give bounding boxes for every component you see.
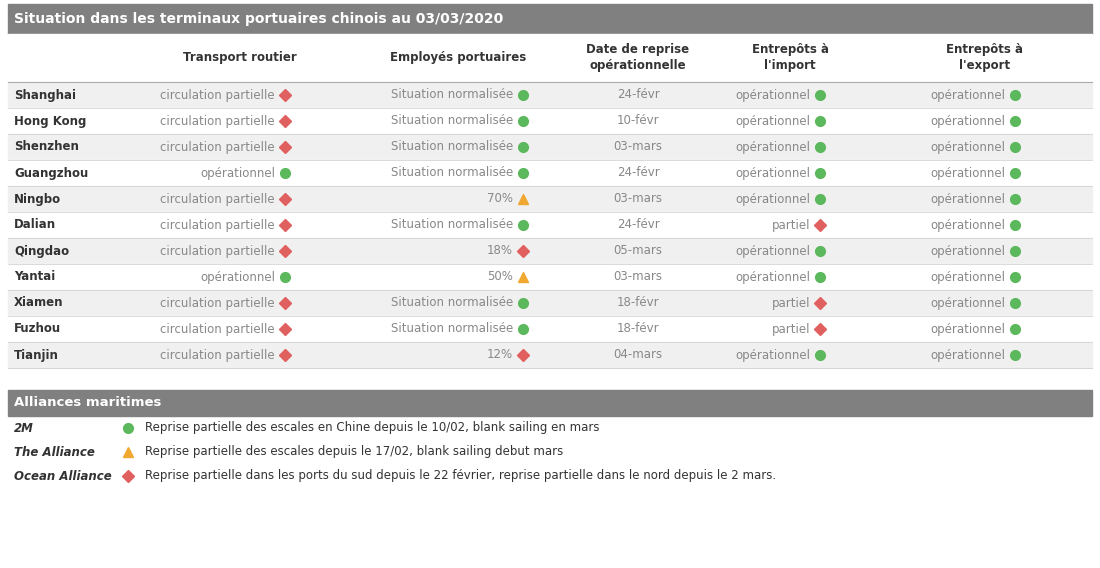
Text: 70%: 70% <box>487 193 513 206</box>
Text: opérationnel: opérationnel <box>930 296 1005 310</box>
Text: opérationnel: opérationnel <box>735 193 810 206</box>
Bar <box>8 264 1092 290</box>
Text: Alliances maritimes: Alliances maritimes <box>14 396 162 410</box>
Bar <box>8 160 1092 186</box>
Bar <box>8 390 1092 416</box>
Text: Shenzhen: Shenzhen <box>14 140 79 153</box>
Text: 18-févr: 18-févr <box>617 296 659 310</box>
Bar <box>8 134 1092 160</box>
Text: 2M: 2M <box>14 421 34 435</box>
Text: Situation normalisée: Situation normalisée <box>390 89 513 102</box>
Bar <box>8 108 1092 134</box>
Bar <box>8 290 1092 316</box>
Text: Ningbo: Ningbo <box>14 193 62 206</box>
Text: circulation partielle: circulation partielle <box>161 193 275 206</box>
Text: opérationnel: opérationnel <box>930 115 1005 127</box>
Text: Fuzhou: Fuzhou <box>14 323 62 336</box>
Text: Reprise partielle des escales en Chine depuis le 10/02, blank sailing en mars: Reprise partielle des escales en Chine d… <box>145 421 600 435</box>
Text: circulation partielle: circulation partielle <box>161 323 275 336</box>
Text: 24-févr: 24-févr <box>617 89 659 102</box>
Bar <box>8 342 1092 368</box>
Text: 03-mars: 03-mars <box>614 270 662 283</box>
Text: opérationnel: opérationnel <box>930 166 1005 179</box>
Text: opérationnel: opérationnel <box>930 244 1005 257</box>
Text: 18-févr: 18-févr <box>617 323 659 336</box>
Text: opérationnel: opérationnel <box>930 349 1005 361</box>
Bar <box>8 186 1092 212</box>
Bar <box>8 238 1092 264</box>
Text: circulation partielle: circulation partielle <box>161 140 275 153</box>
Text: Ocean Alliance: Ocean Alliance <box>14 470 112 482</box>
Text: opérationnel: opérationnel <box>735 115 810 127</box>
Text: opérationnel: opérationnel <box>735 244 810 257</box>
Text: 03-mars: 03-mars <box>614 193 662 206</box>
Text: partiel: partiel <box>771 219 810 232</box>
Text: Situation normalisée: Situation normalisée <box>390 115 513 127</box>
Text: circulation partielle: circulation partielle <box>161 219 275 232</box>
Text: Transport routier: Transport routier <box>183 52 297 65</box>
Text: The Alliance: The Alliance <box>14 445 95 458</box>
Bar <box>8 212 1092 238</box>
Text: 03-mars: 03-mars <box>614 140 662 153</box>
Text: Situation normalisée: Situation normalisée <box>390 166 513 179</box>
Text: Situation normalisée: Situation normalisée <box>390 140 513 153</box>
Text: 05-mars: 05-mars <box>614 244 662 257</box>
Text: Xiamen: Xiamen <box>14 296 64 310</box>
Text: Situation normalisée: Situation normalisée <box>390 296 513 310</box>
Text: Situation dans les terminaux portuaires chinois au 03/03/2020: Situation dans les terminaux portuaires … <box>14 12 504 26</box>
Text: Qingdao: Qingdao <box>14 244 69 257</box>
Text: Yantai: Yantai <box>14 270 55 283</box>
Text: opérationnel: opérationnel <box>930 140 1005 153</box>
Text: opérationnel: opérationnel <box>735 140 810 153</box>
Text: Shanghai: Shanghai <box>14 89 76 102</box>
Text: Situation normalisée: Situation normalisée <box>390 219 513 232</box>
Text: opérationnel: opérationnel <box>930 219 1005 232</box>
Text: partiel: partiel <box>771 323 810 336</box>
Text: opérationnel: opérationnel <box>200 270 275 283</box>
Text: opérationnel: opérationnel <box>200 166 275 179</box>
Text: Guangzhou: Guangzhou <box>14 166 88 179</box>
Text: circulation partielle: circulation partielle <box>161 244 275 257</box>
Text: 12%: 12% <box>487 349 513 361</box>
Text: Entrepôts à
l'import: Entrepôts à l'import <box>751 44 828 73</box>
Text: Date de reprise
opérationnelle: Date de reprise opérationnelle <box>586 44 690 73</box>
Text: Hong Kong: Hong Kong <box>14 115 87 127</box>
Text: 04-mars: 04-mars <box>614 349 662 361</box>
Text: Situation normalisée: Situation normalisée <box>390 323 513 336</box>
Text: opérationnel: opérationnel <box>930 193 1005 206</box>
Text: circulation partielle: circulation partielle <box>161 349 275 361</box>
Text: circulation partielle: circulation partielle <box>161 89 275 102</box>
Bar <box>8 34 1092 82</box>
Text: Reprise partielle des escales depuis le 17/02, blank sailing debut mars: Reprise partielle des escales depuis le … <box>145 445 563 458</box>
Bar <box>8 4 1092 34</box>
Bar <box>8 316 1092 342</box>
Text: opérationnel: opérationnel <box>735 349 810 361</box>
Text: Employés portuaires: Employés portuaires <box>389 52 526 65</box>
Text: 18%: 18% <box>487 244 513 257</box>
Text: opérationnel: opérationnel <box>735 270 810 283</box>
Text: opérationnel: opérationnel <box>735 166 810 179</box>
Text: 24-févr: 24-févr <box>617 166 659 179</box>
Text: opérationnel: opérationnel <box>930 323 1005 336</box>
Text: opérationnel: opérationnel <box>735 89 810 102</box>
Text: Tianjin: Tianjin <box>14 349 59 361</box>
Text: Entrepôts à
l'export: Entrepôts à l'export <box>946 44 1023 73</box>
Text: Dalian: Dalian <box>14 219 56 232</box>
Text: opérationnel: opérationnel <box>930 89 1005 102</box>
Text: circulation partielle: circulation partielle <box>161 296 275 310</box>
Text: partiel: partiel <box>771 296 810 310</box>
Bar <box>8 82 1092 108</box>
Text: opérationnel: opérationnel <box>930 270 1005 283</box>
Text: circulation partielle: circulation partielle <box>161 115 275 127</box>
Text: Reprise partielle dans les ports du sud depuis le 22 février, reprise partielle : Reprise partielle dans les ports du sud … <box>145 470 777 482</box>
Text: 10-févr: 10-févr <box>617 115 659 127</box>
Text: 50%: 50% <box>487 270 513 283</box>
Text: 24-févr: 24-févr <box>617 219 659 232</box>
